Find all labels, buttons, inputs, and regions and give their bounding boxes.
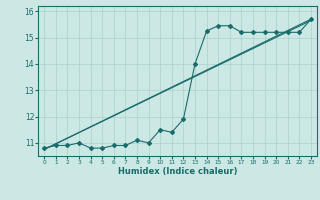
X-axis label: Humidex (Indice chaleur): Humidex (Indice chaleur): [118, 167, 237, 176]
